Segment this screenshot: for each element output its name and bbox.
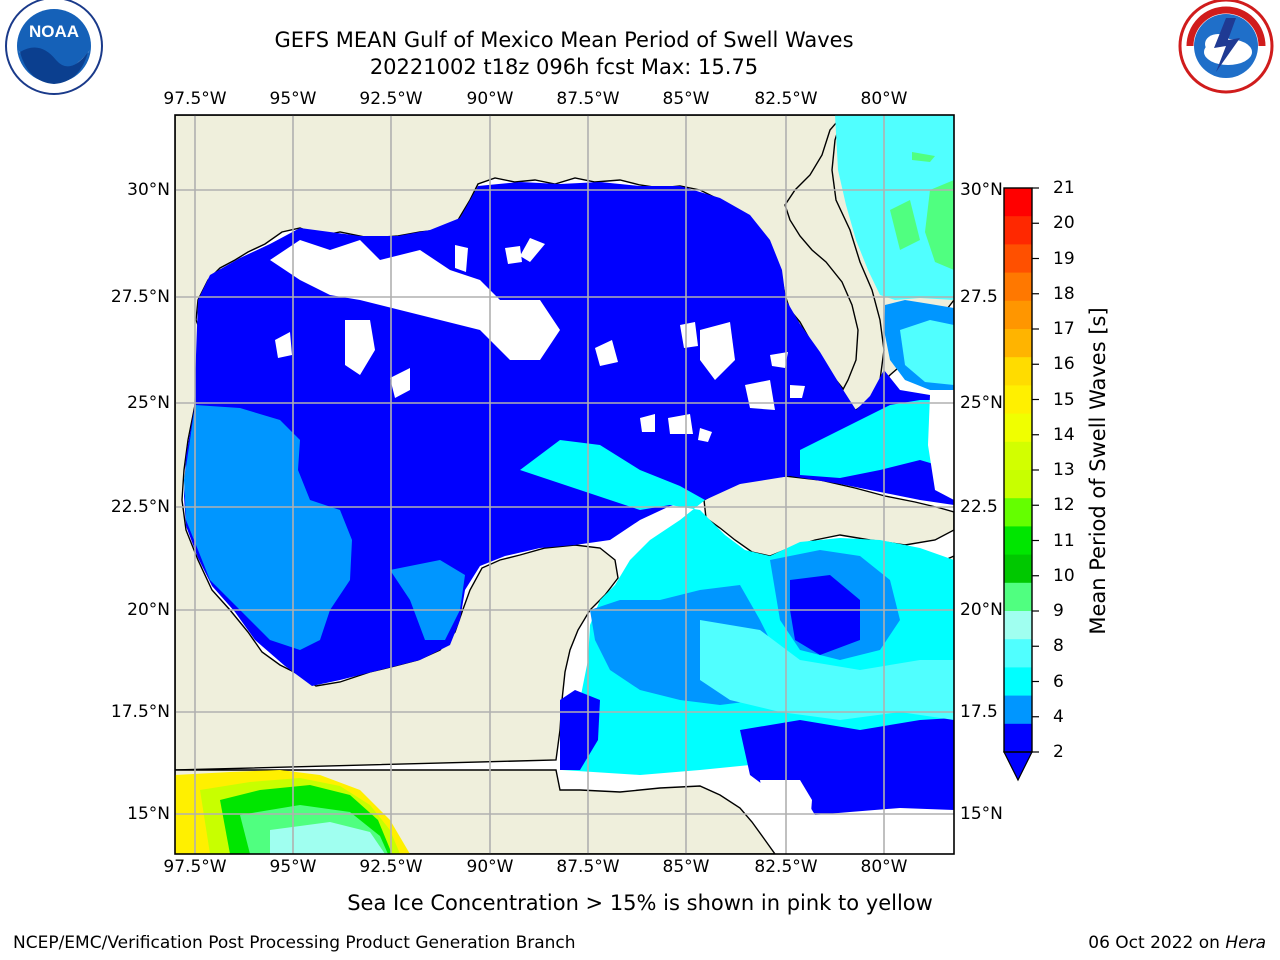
svg-text:NOAA: NOAA — [29, 22, 79, 41]
colorbar-extension-arrow — [1003, 751, 1033, 782]
lat-tick-left: 15°N — [127, 804, 170, 824]
lon-tick-top: 92.5°W — [359, 89, 423, 109]
lat-tick-right: 27.5 — [960, 287, 998, 307]
colorbar-tick-label: 8 — [1053, 636, 1064, 657]
lon-tick-bottom: 95°W — [269, 857, 317, 877]
chart-subtitle: 20221002 t18z 096h fcst Max: 15.75 — [369, 55, 759, 79]
lon-tick-top: 80°W — [860, 89, 908, 109]
colorbar-tick-label: 2 — [1053, 742, 1064, 762]
lon-tick-bottom: 92.5°W — [359, 857, 423, 877]
colorbar-segment — [1004, 244, 1032, 274]
colorbar-segment — [1004, 413, 1032, 443]
map-frame — [174, 114, 955, 855]
colorbar-tick-label: 9 — [1053, 601, 1064, 621]
lat-tick-right: 22.5 — [960, 497, 998, 517]
colorbar — [1003, 187, 1039, 782]
lon-tick-bottom: 90°W — [466, 857, 514, 877]
colorbar-segment — [1004, 695, 1032, 725]
colorbar-tick-label: 11 — [1053, 530, 1075, 551]
footer-date-text: 06 Oct 2022 on — [1088, 933, 1226, 953]
lat-tick-left: 25°N — [127, 393, 170, 413]
colorbar-tick-label: 16 — [1053, 354, 1075, 375]
lat-tick-right: 15°N — [960, 804, 1003, 824]
colorbar-tick-label: 19 — [1053, 248, 1075, 269]
lon-tick-top: 95°W — [269, 89, 317, 109]
lon-tick-top: 85°W — [662, 89, 710, 109]
lat-tick-left: 20°N — [127, 600, 170, 620]
lat-tick-right: 17.5 — [960, 702, 998, 722]
footer-date: 06 Oct 2022 on Hera — [1088, 933, 1266, 953]
noaa-logo: NOAA — [5, 0, 103, 95]
colorbar-tick-label: 6 — [1053, 671, 1064, 692]
colorbar-segment — [1004, 470, 1032, 499]
lon-tick-bottom: 97.5°W — [163, 857, 227, 877]
colorbar-tick-label: 13 — [1053, 460, 1075, 480]
colorbar-segment — [1004, 300, 1032, 330]
colorbar-tick-label: 18 — [1053, 283, 1075, 304]
footer-host: Hera — [1225, 933, 1266, 953]
lat-tick-left: 22.5°N — [110, 497, 170, 517]
colorbar-segment — [1004, 272, 1032, 302]
lon-tick-top: 97.5°W — [163, 89, 227, 109]
colorbar-tick-label: 10 — [1053, 565, 1075, 586]
colorbar-tick-label: 20 — [1053, 213, 1075, 234]
lon-tick-bottom: 82.5°W — [754, 857, 818, 877]
lat-tick-right: 30°N — [960, 180, 1003, 200]
lat-tick-right: 25°N — [960, 393, 1003, 413]
sea-ice-note: Sea Ice Concentration > 15% is shown in … — [347, 891, 933, 915]
lon-tick-bottom: 85°W — [662, 857, 710, 877]
colorbar-segment — [1004, 582, 1032, 612]
graticule — [175, 115, 954, 854]
colorbar-tick-label: 4 — [1053, 706, 1064, 727]
colorbar-segment — [1004, 611, 1032, 640]
lat-tick-left: 17.5°N — [110, 702, 170, 722]
lat-tick-right: 20°N — [960, 600, 1003, 620]
swell-field — [175, 115, 954, 854]
lon-tick-bottom: 87.5°W — [556, 857, 620, 877]
lon-tick-top: 82.5°W — [754, 89, 818, 109]
lat-tick-left: 27.5°N — [110, 287, 170, 307]
lon-tick-top: 87.5°W — [556, 89, 620, 109]
footer-credit: NCEP/EMC/Verification Post Processing Pr… — [13, 933, 576, 953]
colorbar-segment — [1004, 526, 1032, 556]
colorbar-tick-label: 15 — [1053, 389, 1075, 410]
colorbar-segment — [1004, 216, 1032, 245]
lon-tick-bottom: 80°W — [860, 857, 908, 877]
colorbar-segment — [1004, 639, 1032, 668]
colorbar-segment — [1004, 329, 1032, 358]
colorbar-tick-label: 21 — [1053, 178, 1075, 198]
lat-tick-left: 30°N — [127, 180, 170, 200]
nws-logo — [1178, 0, 1274, 94]
colorbar-segment — [1004, 357, 1032, 386]
colorbar-tick-label: 12 — [1053, 495, 1075, 516]
colorbar-label: Mean Period of Swell Waves [s] — [1086, 307, 1110, 635]
colorbar-segment — [1004, 385, 1032, 415]
colorbar-segment — [1004, 667, 1032, 697]
colorbar-segment — [1004, 498, 1032, 527]
no-data-areas — [270, 238, 954, 854]
colorbar-segment — [1004, 554, 1032, 584]
colorbar-segment — [1004, 441, 1032, 471]
colorbar-tick-label: 14 — [1053, 424, 1075, 445]
lon-tick-top: 90°W — [466, 89, 514, 109]
colorbar-tick-label: 17 — [1053, 319, 1075, 339]
colorbar-segment — [1004, 723, 1032, 753]
colorbar-segment — [1004, 188, 1032, 217]
chart-title: GEFS MEAN Gulf of Mexico Mean Period of … — [274, 28, 854, 52]
